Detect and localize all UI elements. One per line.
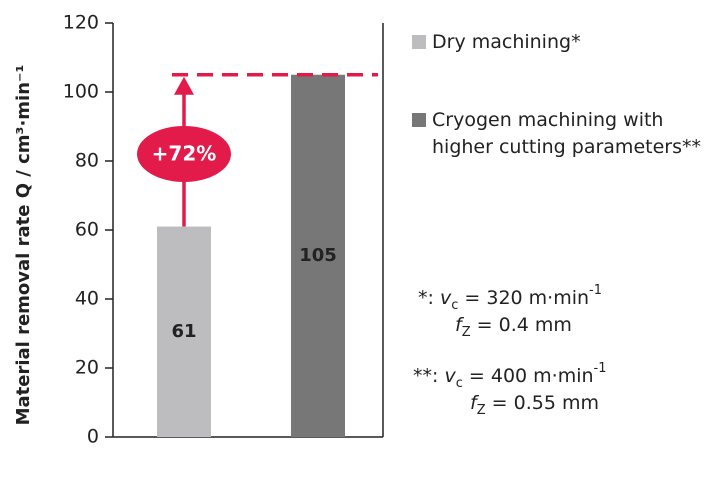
y-tick-label: 40 bbox=[75, 288, 99, 310]
note: *: vc = 320 m·min-1 bbox=[418, 283, 602, 313]
y-tick-label: 20 bbox=[75, 357, 99, 379]
value-label: 61 bbox=[171, 321, 196, 342]
annotation-text: +72% bbox=[152, 142, 217, 166]
note: fZ = 0.4 mm bbox=[455, 314, 572, 341]
y-axis-label: Material removal rate Q / cm³·min⁻¹ bbox=[13, 65, 34, 426]
y-tick-label: 0 bbox=[87, 426, 99, 448]
note-run: v bbox=[444, 365, 456, 387]
y-tick-label: 80 bbox=[75, 150, 99, 172]
legend-line: Dry machining* bbox=[432, 31, 581, 53]
note-run: = 0.55 mm bbox=[486, 392, 599, 414]
y-tick-label: 120 bbox=[63, 12, 99, 34]
note-run: **: bbox=[413, 365, 444, 387]
note-run: Z bbox=[477, 403, 486, 418]
legend-line: higher cutting parameters** bbox=[432, 136, 701, 158]
y-tick-label: 60 bbox=[75, 219, 99, 241]
note-run: c bbox=[451, 298, 458, 313]
note-run: = 0.4 mm bbox=[471, 314, 572, 336]
note-run: Z bbox=[462, 325, 471, 340]
bar bbox=[291, 74, 345, 437]
arrow-head bbox=[174, 76, 194, 95]
note-run: = 400 m·min bbox=[463, 365, 594, 387]
legend-swatch bbox=[412, 113, 426, 127]
legend-line: Cryogen machining with bbox=[432, 109, 663, 131]
legend-swatch bbox=[412, 35, 426, 49]
legend-label: Dry machining* bbox=[432, 31, 581, 53]
note-run: -1 bbox=[589, 283, 602, 298]
note-run: v bbox=[440, 287, 452, 309]
note-run: = 320 m·min bbox=[458, 287, 589, 309]
y-tick-label: 100 bbox=[63, 81, 99, 103]
note-run: c bbox=[456, 376, 463, 391]
note-run: -1 bbox=[594, 361, 607, 376]
bar bbox=[157, 226, 211, 437]
note: fZ = 0.55 mm bbox=[470, 392, 599, 419]
note-run: f bbox=[470, 392, 480, 414]
value-label: 105 bbox=[299, 245, 337, 266]
annotation-badge bbox=[137, 126, 231, 182]
legend-label: Cryogen machining with higher cutting par… bbox=[432, 109, 701, 158]
note-run: f bbox=[455, 314, 465, 336]
note-run: *: bbox=[418, 287, 440, 309]
note: **: vc = 400 m·min-1 bbox=[413, 361, 607, 391]
